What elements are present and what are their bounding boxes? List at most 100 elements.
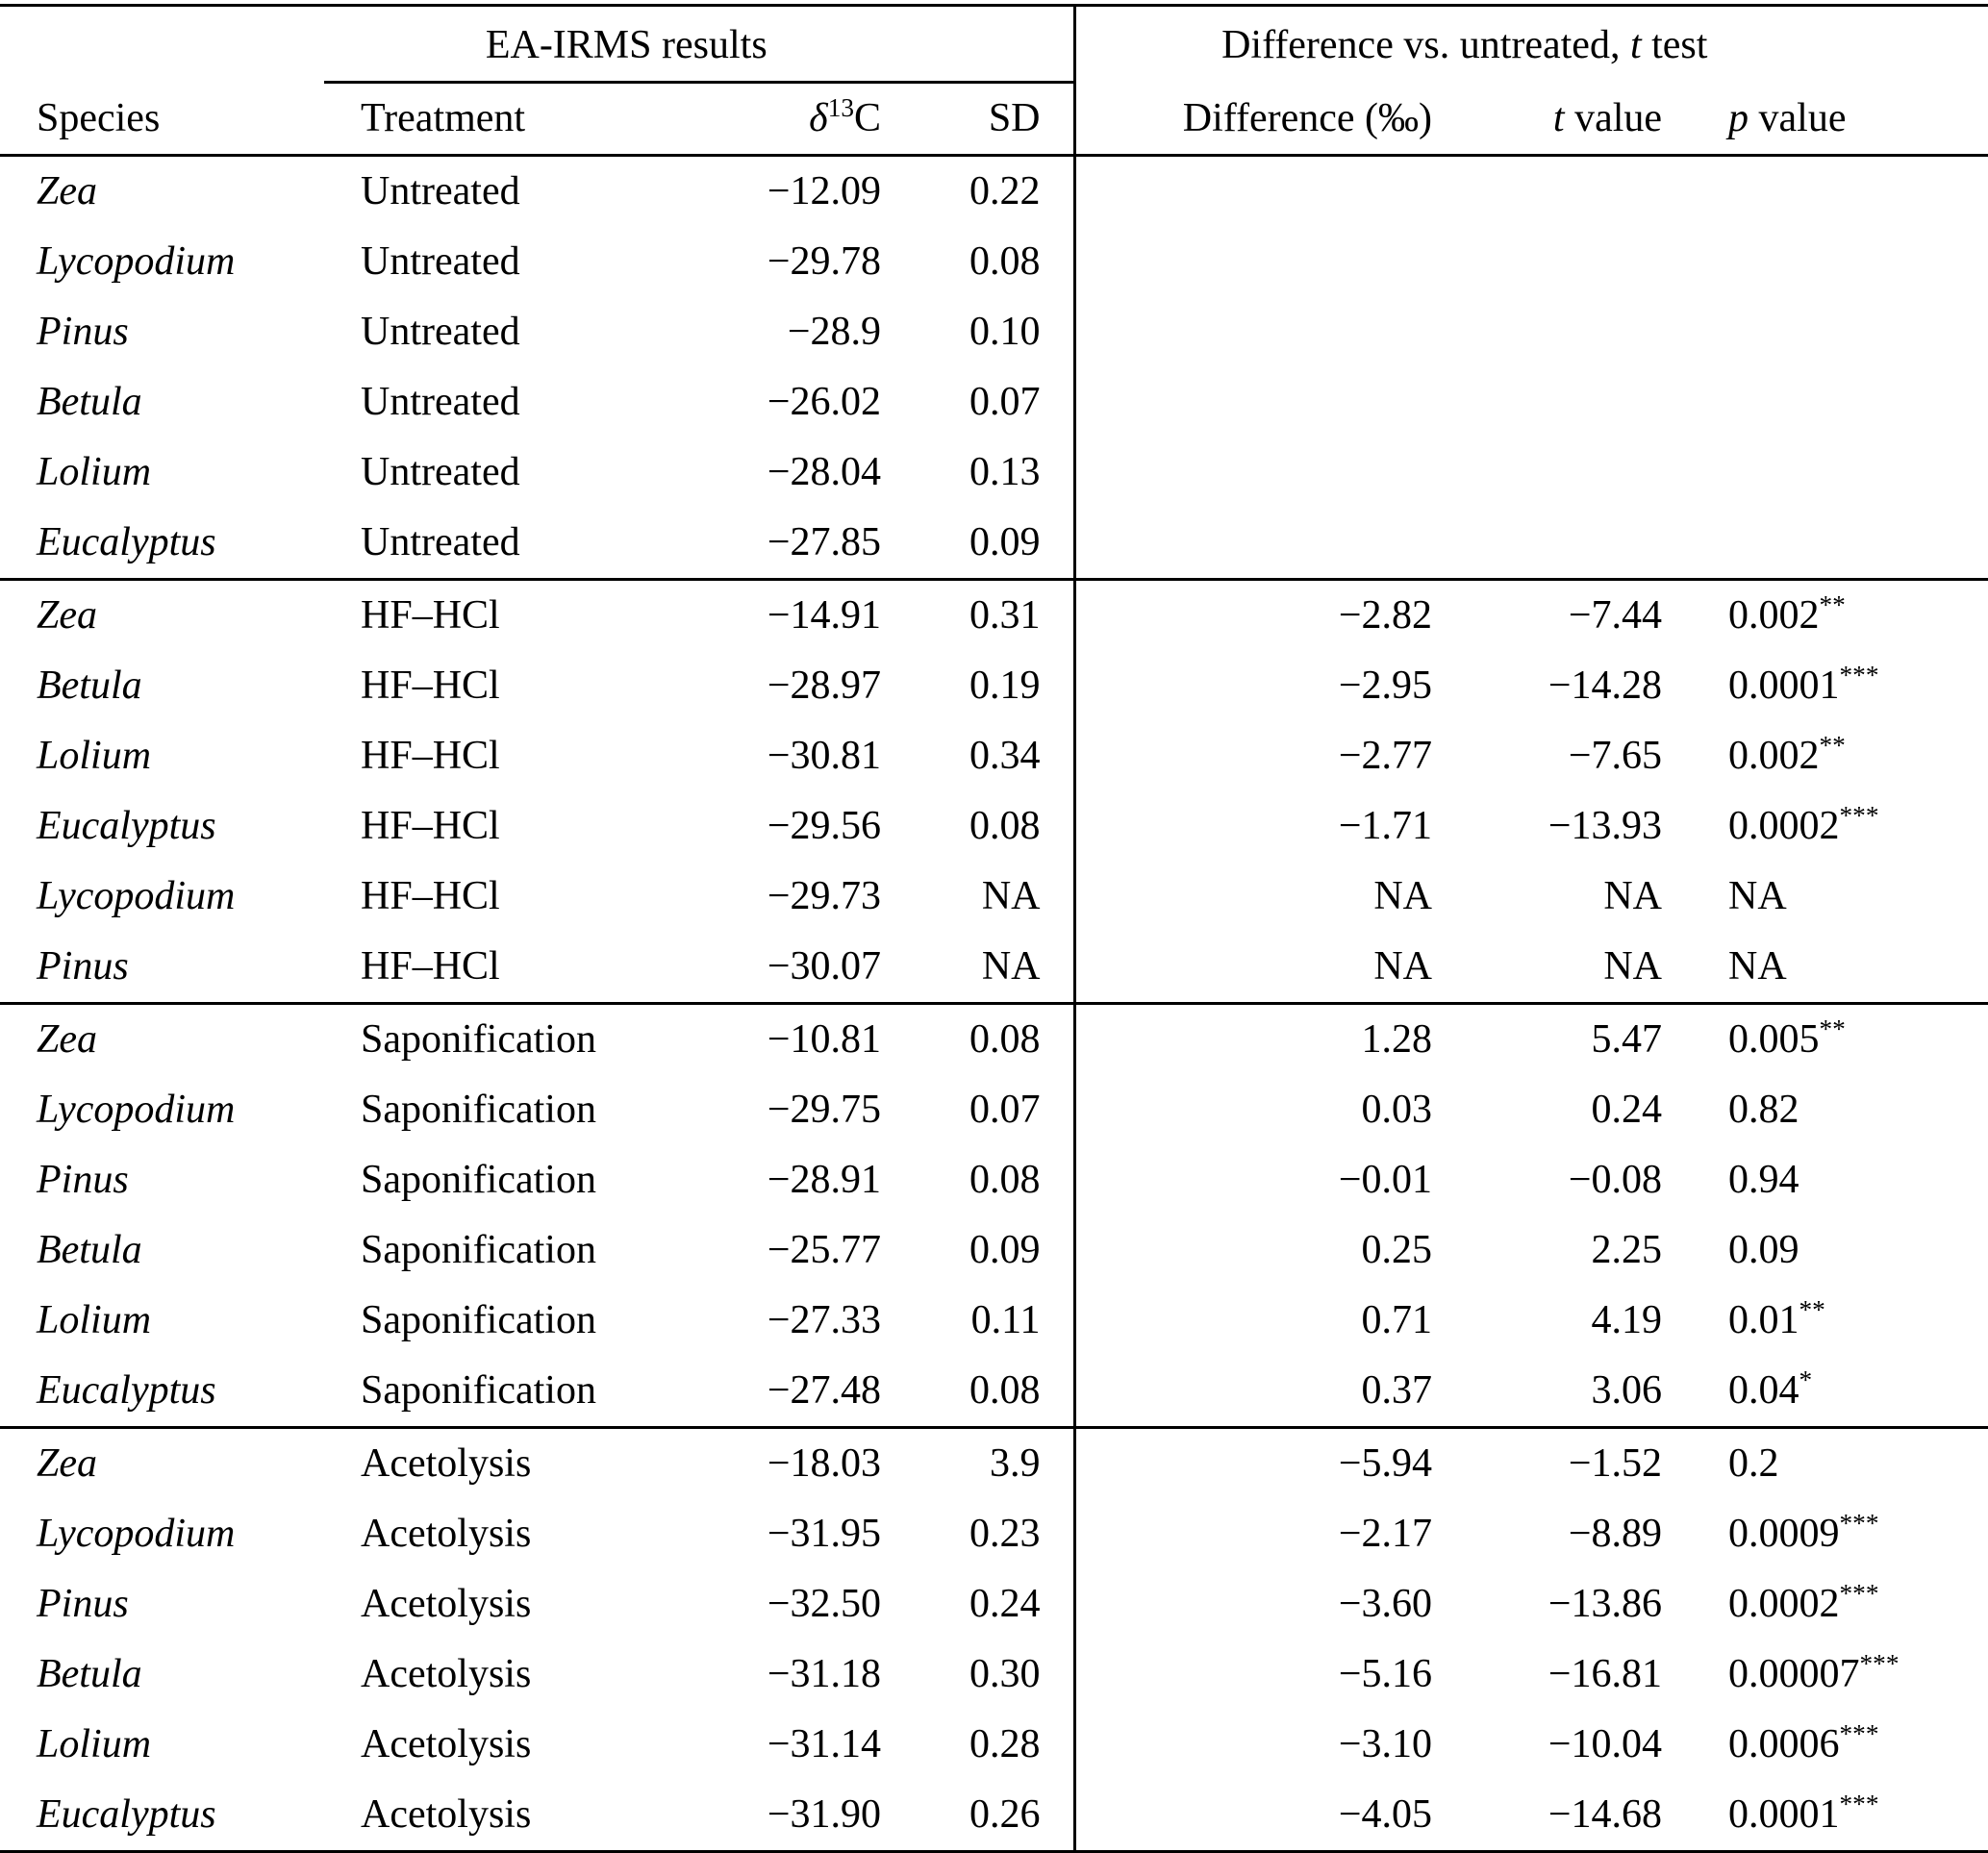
species-cell: Eucalyptus <box>37 804 216 848</box>
table-row: Betula Acetolysis −31.18 0.30 −5.16 −16.81 0.0… <box>0 1640 1988 1710</box>
significance-stars: *** <box>1839 1509 1879 1538</box>
p-value-cell: 0.82 <box>1728 1088 1799 1132</box>
d13c-cell: −30.81 <box>767 734 881 778</box>
species-cell: Lolium <box>37 450 152 494</box>
d13c-cell: −28.97 <box>767 664 881 708</box>
t-value-cell: 5.47 <box>1440 1002 1676 1075</box>
table-row: Betula HF–HCl −28.97 0.19 −2.95 −14.28 0.0001*… <box>0 651 1988 721</box>
species-cell: Zea <box>0 1002 324 1075</box>
t-value-cell <box>1440 154 1676 227</box>
t-value-cell: −10.04 <box>1548 1722 1663 1766</box>
table-row: Zea Untreated −12.09 0.22 <box>0 154 1988 227</box>
treatment-cell: Saponification <box>361 1158 596 1202</box>
sd-cell: 3.9 <box>887 1426 1075 1499</box>
p-value-cell: 0.94 <box>1728 1158 1799 1202</box>
treatment-cell: Acetolysis <box>361 1652 532 1696</box>
d13c-cell: −12.09 <box>699 154 887 227</box>
difference-cell <box>1072 227 1441 297</box>
table-row: Zea HF–HCl −14.91 0.31 −2.82 −7.44 0.002** <box>0 578 1988 651</box>
p-value-cell <box>1675 367 1988 438</box>
col-header-t-value: t value <box>1440 82 1676 157</box>
col-header-treatment: Treatment <box>324 82 699 157</box>
group-header-difference-prefix: Difference vs. untreated, <box>1221 23 1630 67</box>
p-value-cell: 0.002** <box>1675 578 1988 651</box>
p-value-cell: 0.0001*** <box>1675 1780 1988 1853</box>
sd-cell: 0.11 <box>970 1298 1041 1342</box>
treatment-cell: HF–HCl <box>324 578 699 651</box>
d13c-cell: −29.73 <box>767 874 881 918</box>
corner-cell <box>0 4 324 83</box>
difference-cell <box>1072 367 1441 438</box>
significance-stars: *** <box>1839 1579 1879 1608</box>
treatment-cell: HF–HCl <box>361 664 500 708</box>
treatment-cell: HF–HCl <box>361 734 500 778</box>
sd-cell: 0.13 <box>969 450 1041 494</box>
t-value-cell <box>1440 367 1675 438</box>
species-cell: Eucalyptus <box>0 1780 324 1853</box>
delta-symbol: δ <box>809 96 828 140</box>
sd-cell: 0.07 <box>969 380 1041 424</box>
significance-stars: ** <box>1819 590 1846 619</box>
treatment-cell: Untreated <box>361 450 520 494</box>
p-value-cell: NA <box>1728 944 1787 989</box>
species-cell: Pinus <box>37 1582 129 1626</box>
species-cell: Lycopodium <box>37 874 236 918</box>
table-row: Lycopodium Untreated −29.78 0.08 <box>0 227 1988 297</box>
d13c-cell: −31.90 <box>699 1780 887 1853</box>
sd-cell: 0.31 <box>887 578 1075 651</box>
t-symbol: t <box>1629 23 1642 67</box>
treatment-cell: Acetolysis <box>324 1426 699 1499</box>
species-cell: Betula <box>37 1652 142 1696</box>
table-row: Zea Acetolysis −18.03 3.9 −5.94 −1.52 0.2 <box>0 1426 1988 1499</box>
difference-cell: −0.01 <box>1072 1145 1441 1215</box>
p-symbol: p <box>1728 96 1749 140</box>
d13c-cell: −29.78 <box>767 239 881 284</box>
difference-cell: −2.82 <box>1072 578 1441 651</box>
species-cell: Lolium <box>37 734 152 778</box>
isotope-superscript: 13 <box>827 93 854 122</box>
species-cell: Lycopodium <box>37 239 236 284</box>
significance-stars: ** <box>1799 1295 1825 1324</box>
sd-cell: 0.09 <box>969 520 1041 564</box>
d13c-cell: −14.91 <box>699 578 887 651</box>
col-header-p-value: p value <box>1675 82 1988 157</box>
table-row: Lolium Acetolysis −31.14 0.28 −3.10 −10.04 0.0… <box>0 1710 1988 1780</box>
difference-cell: 1.28 <box>1072 1002 1441 1075</box>
table-row: Lolium HF–HCl −30.81 0.34 −2.77 −7.65 0.002** <box>0 721 1988 791</box>
difference-cell: −2.17 <box>1072 1499 1441 1569</box>
species-cell: Betula <box>37 664 142 708</box>
difference-cell: NA <box>1072 932 1441 1004</box>
column-header-row: Species Treatment δ13C SD Difference (‰)… <box>0 82 1988 157</box>
difference-cell: −5.16 <box>1072 1640 1441 1710</box>
p-value-cell: 0.04* <box>1728 1365 1813 1413</box>
table-row: Eucalyptus Untreated −27.85 0.09 <box>0 508 1988 580</box>
difference-cell: 0.71 <box>1072 1286 1441 1356</box>
sd-cell: 0.07 <box>969 1088 1041 1132</box>
d13c-cell: −29.56 <box>767 804 881 848</box>
t-value-cell <box>1440 227 1675 297</box>
treatment-cell: Acetolysis <box>324 1780 699 1853</box>
difference-cell <box>1072 438 1441 508</box>
significance-stars: * <box>1799 1365 1813 1394</box>
difference-cell: −2.77 <box>1072 721 1441 791</box>
t-symbol: t <box>1552 96 1565 140</box>
species-cell: Betula <box>37 1228 142 1272</box>
species-cell: Zea <box>0 154 324 227</box>
table-row: Betula Untreated −26.02 0.07 <box>0 367 1988 438</box>
difference-cell: −4.05 <box>1072 1780 1441 1853</box>
t-value-cell <box>1440 508 1675 580</box>
species-cell: Eucalyptus <box>37 520 216 564</box>
table-row: Pinus Acetolysis −32.50 0.24 −3.60 −13.86 0.00… <box>0 1569 1988 1640</box>
sd-cell: 0.08 <box>969 239 1041 284</box>
group-header-difference-suffix: test <box>1641 23 1708 67</box>
t-value-cell: −1.52 <box>1440 1426 1676 1499</box>
p-value-cell: 0.0009*** <box>1728 1509 1879 1556</box>
p-value-cell: 0.005** <box>1675 1002 1988 1075</box>
difference-cell <box>1072 154 1441 227</box>
group-header-ea-irms: EA-IRMS results <box>324 4 1075 84</box>
carbon-symbol: C <box>853 96 881 140</box>
t-value-cell: 2.25 <box>1591 1228 1663 1272</box>
table-header: EA-IRMS results Difference vs. untreated… <box>0 4 1988 157</box>
p-value-cell <box>1675 508 1988 580</box>
species-cell: Eucalyptus <box>37 1368 216 1413</box>
